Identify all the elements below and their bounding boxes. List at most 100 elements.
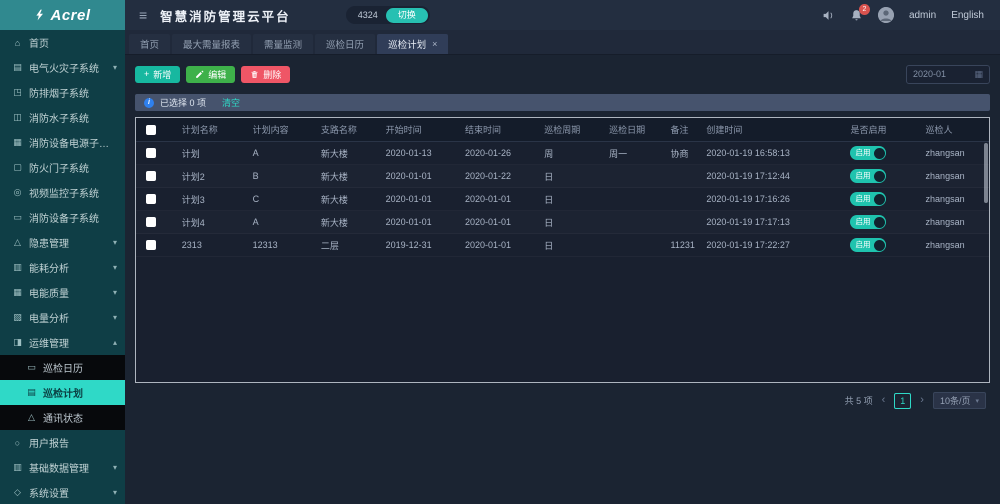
cell-plan-content: 12313 <box>252 240 278 250</box>
sidebar-item-icon: ▥ <box>13 262 22 272</box>
row-checkbox[interactable] <box>146 148 156 158</box>
chevron-icon: ▾ <box>112 238 117 247</box>
tab[interactable]: 巡检日历 <box>315 34 376 54</box>
sidebar-item[interactable]: ▭ 消防设备子系统 <box>0 205 125 230</box>
sidebar-item-label: 基础数据管理 <box>29 464 89 475</box>
enabled-toggle[interactable]: 启用 <box>850 192 887 206</box>
cell-inspection-date: 周一 <box>609 148 628 159</box>
sidebar-item-icon: ▧ <box>13 312 22 322</box>
column-header: 计划名称 <box>181 125 218 135</box>
sidebar-item[interactable]: △ 隐患管理 ▾ <box>0 230 125 255</box>
cell-end-time: 2020-01-01 <box>464 194 512 204</box>
chevron-icon: ▴ <box>112 338 117 347</box>
sidebar-item-label: 消防设备子系统 <box>29 214 99 225</box>
cell-plan-content: B <box>252 171 259 181</box>
cell-plan-content: A <box>252 217 259 227</box>
sidebar-item[interactable]: ◇ 系统设置 ▾ <box>0 480 125 504</box>
toggle-label: 启用 <box>855 240 871 250</box>
page-size-value: 10条/页 <box>939 396 971 406</box>
edit-button[interactable]: 编辑 <box>186 65 236 83</box>
month-picker[interactable]: 2020-01 ▦ <box>906 64 990 84</box>
enabled-toggle[interactable]: 启用 <box>850 238 887 252</box>
sidebar-item[interactable]: ▥ 基础数据管理 ▾ <box>0 455 125 480</box>
column-header: 支路名称 <box>320 125 357 135</box>
sidebar-item-label: 电能质量 <box>29 289 69 300</box>
switch-project-button[interactable]: 切换 <box>385 7 428 23</box>
notifications[interactable]: 2 <box>850 3 870 22</box>
tab[interactable]: 巡检计划 × <box>377 34 449 54</box>
select-all-checkbox[interactable] <box>146 124 156 135</box>
speaker-icon[interactable] <box>822 9 835 22</box>
tab-label: 首页 <box>140 40 160 51</box>
sidebar-item[interactable]: ◫ 消防水子系统 <box>0 105 125 130</box>
sidebar-item[interactable]: ◳ 防排烟子系统 <box>0 80 125 105</box>
next-page-icon[interactable]: › <box>920 394 924 406</box>
cell-created-time: 2020-01-19 17:17:13 <box>706 217 790 227</box>
enabled-toggle[interactable]: 启用 <box>850 215 887 229</box>
sidebar-item[interactable]: ▢ 防火门子系统 <box>0 155 125 180</box>
language-switcher[interactable]: English <box>951 9 984 21</box>
project-selector[interactable]: 4324 切换 <box>345 6 430 24</box>
sidebar-item[interactable]: ◨ 运维管理 ▴ <box>0 330 125 355</box>
sidebar-item[interactable]: ▭ 巡检日历 <box>0 355 125 380</box>
prev-page-icon[interactable]: ‹ <box>881 394 886 406</box>
cell-start-time: 2020-01-01 <box>385 217 432 227</box>
cell-start-time: 2020-01-01 <box>385 194 432 204</box>
sidebar-item[interactable]: ▥ 能耗分析 ▾ <box>0 255 125 280</box>
logo-text: Acrel <box>50 6 91 24</box>
sidebar-item-label: 视频监控子系统 <box>29 189 99 200</box>
row-checkbox[interactable] <box>146 217 156 227</box>
table-scrollbar[interactable] <box>984 143 988 203</box>
sidebar-item-label: 用户报告 <box>29 439 69 450</box>
cell-plan-name: 计划 <box>181 148 200 159</box>
sidebar-item[interactable]: ▦ 消防设备电源子系统 <box>0 130 125 155</box>
row-checkbox[interactable] <box>146 171 156 181</box>
sidebar-collapse-icon[interactable]: ≡ <box>139 7 148 23</box>
sidebar-item-icon: ◳ <box>13 87 22 97</box>
column-header: 巡检日期 <box>609 125 646 135</box>
enabled-toggle[interactable]: 启用 <box>850 169 887 183</box>
avatar[interactable] <box>877 7 894 23</box>
bell-icon[interactable] <box>850 9 863 22</box>
tab[interactable]: 首页 <box>129 34 171 54</box>
row-checkbox[interactable] <box>146 194 156 204</box>
username[interactable]: admin <box>908 9 937 21</box>
sidebar-item[interactable]: ○ 用户报告 <box>0 430 125 455</box>
sidebar-item-icon: ▦ <box>13 137 22 147</box>
cell-inspector: zhangsan <box>925 171 965 181</box>
tab[interactable]: 最大需量报表 <box>172 34 252 54</box>
sidebar-item-icon: △ <box>28 412 35 422</box>
sidebar-item[interactable]: ▧ 电量分析 ▾ <box>0 305 125 330</box>
page-number[interactable]: 1 <box>894 392 912 409</box>
tab-label: 需量监测 <box>264 40 303 51</box>
add-button[interactable]: + 新增 <box>135 65 181 83</box>
clear-selection-link[interactable]: 清空 <box>222 98 241 108</box>
sidebar-item[interactable]: ▤ 巡检计划 <box>0 380 125 405</box>
column-header: 巡检人 <box>925 125 953 135</box>
sidebar-item[interactable]: ▤ 电气火灾子系统 ▾ <box>0 55 125 80</box>
content-panel: + 新增 编辑 删除 2020-01 ▦ i 已选择 <box>125 55 1000 504</box>
pencil-icon <box>196 70 204 78</box>
sidebar-item[interactable]: ⌂ 首页 <box>0 30 125 55</box>
cell-inspector: zhangsan <box>925 217 965 227</box>
cell-cycle: 日 <box>544 217 554 228</box>
sidebar-item-label: 隐患管理 <box>29 239 69 250</box>
row-checkbox[interactable] <box>146 240 156 250</box>
sidebar-item[interactable]: △ 通讯状态 <box>0 405 125 430</box>
sidebar-item-label: 消防水子系统 <box>29 114 89 125</box>
inspection-plan-table: 计划名称 计划内容 支路名称 开始时间 结束时间 巡检周期 巡检日期 备注 <box>135 117 990 383</box>
cell-plan-name: 计划4 <box>181 217 205 228</box>
tab-label: 巡检日历 <box>326 40 365 51</box>
tab[interactable]: 需量监测 <box>253 34 314 54</box>
sidebar-item[interactable]: ▦ 电能质量 ▾ <box>0 280 125 305</box>
tab-close-icon[interactable]: × <box>432 39 438 49</box>
sidebar-nav: ⌂ 首页 ▤ 电气火灾子系统 ▾ ◳ 防排烟子系统 ◫ 消防水子系统 <box>0 30 125 504</box>
cell-start-time: 2020-01-13 <box>385 148 432 158</box>
acrel-logo: Acrel <box>0 0 125 30</box>
enabled-toggle[interactable]: 启用 <box>850 146 887 160</box>
page-size-select[interactable]: 10条/页 ▾ <box>932 392 986 409</box>
chevron-icon: ▾ <box>112 313 117 322</box>
cell-plan-content: C <box>252 194 260 204</box>
sidebar-item[interactable]: ◎ 视频监控子系统 <box>0 180 125 205</box>
delete-button[interactable]: 删除 <box>241 65 291 83</box>
